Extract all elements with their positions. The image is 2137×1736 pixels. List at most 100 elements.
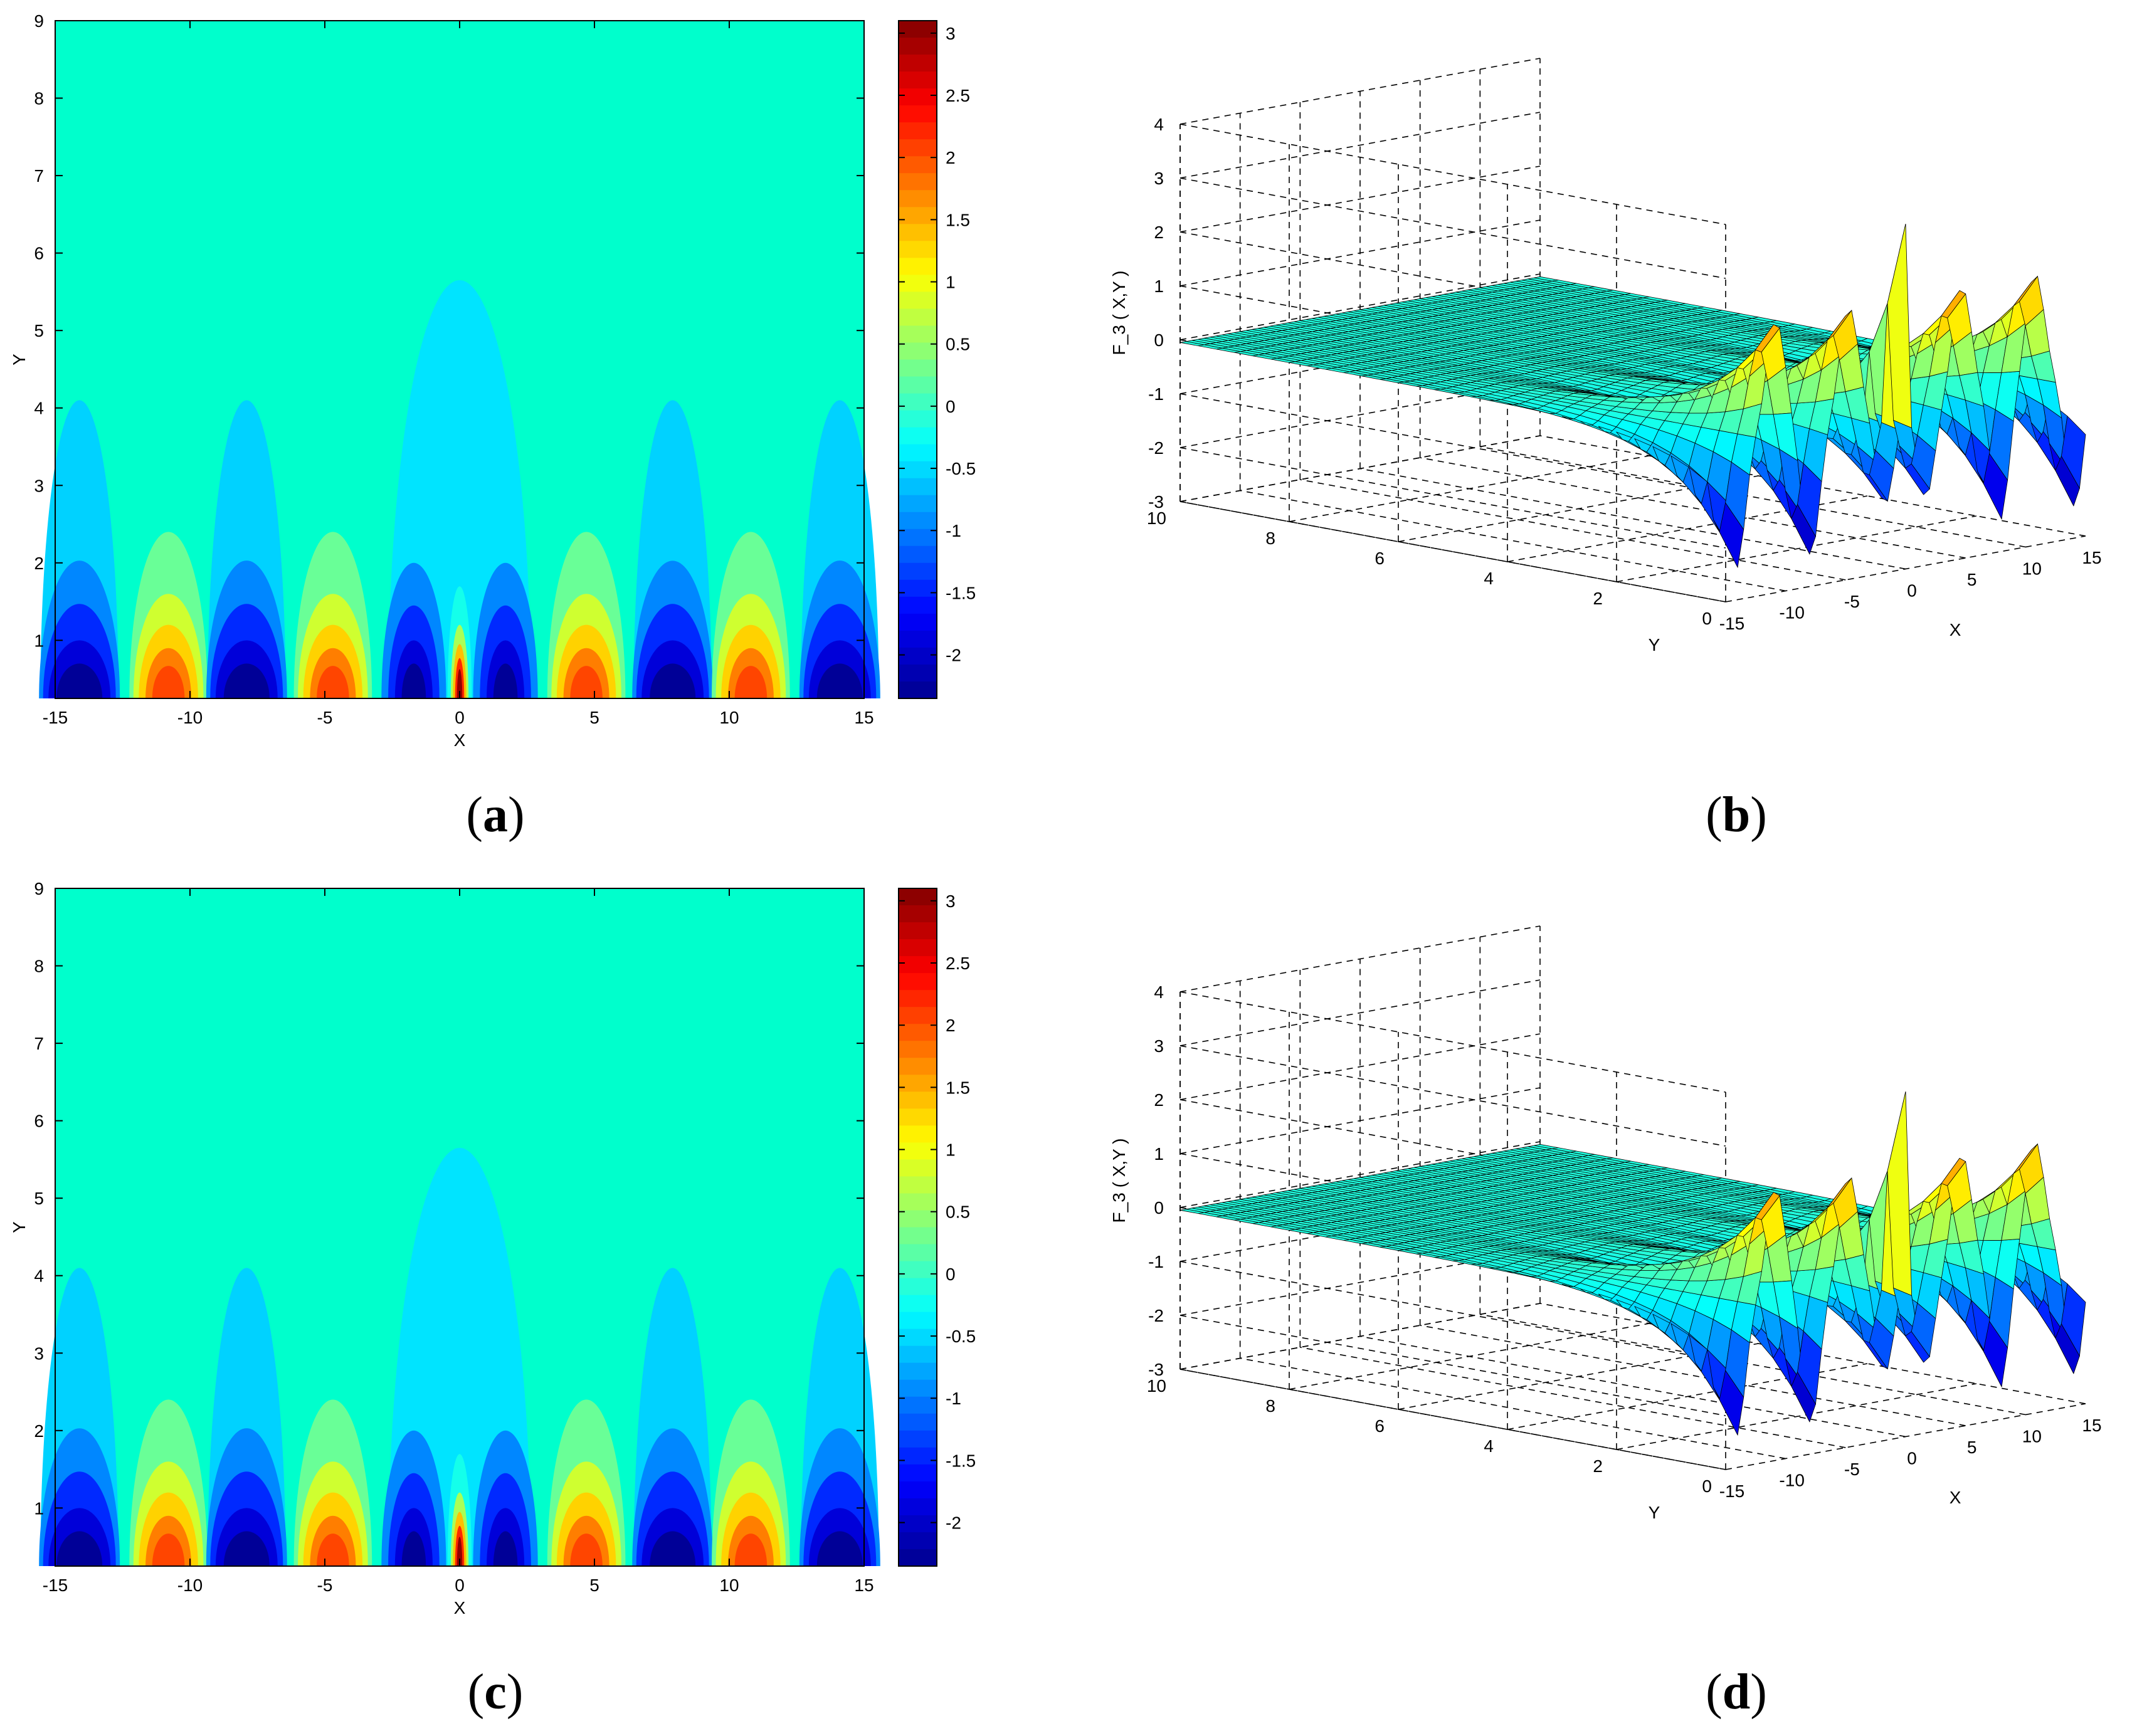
x-tick-label: 0 (455, 1576, 465, 1595)
y-tick-label: 4 (34, 399, 44, 418)
y-tick-label: 1 (34, 631, 44, 650)
colorbar-tick-label: 1.5 (946, 1078, 970, 1097)
colorbar-band (899, 630, 937, 648)
y-tick-label: 9 (34, 11, 44, 31)
caption-b: (b) (1706, 787, 1767, 843)
spike-band (456, 1537, 463, 1566)
panel-c: -15 -10 -5 0 5 10 15 1 2 3 4 5 6 7 8 9 X Y 3 2.5 2 1.5 1 0.5 0 -0… (0, 868, 1068, 1736)
x-tick-label: 0 (455, 708, 465, 727)
colorbar-band (899, 922, 937, 940)
trough-band (816, 1531, 863, 1566)
grid-line (1300, 479, 1846, 581)
z-tick-label: -3 (1148, 1360, 1164, 1379)
panel-d: 4 3 2 1 0 -1 -2 -3 0 2 4 6 8 10 -15 -10 -5 0 5 10 15 F_3 ( X,… (1068, 868, 2137, 1736)
colorbar-band (899, 1058, 937, 1076)
x-tick-label: 5 (589, 708, 599, 727)
colorbar-band (899, 681, 937, 699)
colorbar-band (899, 1024, 937, 1042)
colorbar-band (899, 973, 937, 991)
panel-b: 4 3 2 1 0 -1 -2 -3 0 2 4 6 8 10 -15 -10 -5 0 5 10 15 F_3 ( X,… (1068, 0, 2137, 868)
colorbar-tick-label: 1 (946, 1140, 956, 1160)
y-tick-label: 4 (1484, 569, 1494, 588)
x-tick-label: 5 (1967, 1438, 1977, 1457)
colorbar-tick-label: 0 (946, 397, 956, 416)
colorbar-band (899, 1041, 937, 1059)
grid-line (1359, 468, 1906, 570)
z-axis-label: F_3 ( X,Y ) (1109, 1139, 1129, 1223)
colorbar-band (899, 444, 937, 462)
colorbar-tick-label: 0.5 (946, 1202, 970, 1222)
colorbar-band (899, 1362, 937, 1381)
x-tick-label: 10 (2022, 559, 2042, 579)
colorbar-tick-label: 0 (946, 1265, 956, 1284)
y-tick-label: 8 (1265, 529, 1275, 548)
colorbar-band (899, 1007, 937, 1025)
x-tick-label: -5 (317, 1576, 333, 1595)
trough-band (650, 1531, 696, 1566)
x-tick-label: -10 (1779, 1471, 1804, 1490)
y-tick-label: 5 (34, 321, 44, 340)
trough-band (493, 1531, 518, 1566)
colorbar-band (899, 1413, 937, 1431)
y-tick-label: 3 (34, 476, 44, 495)
y-tick-label: 10 (1147, 1376, 1166, 1396)
grid-line (1179, 1033, 1541, 1100)
grid-line (1480, 446, 2026, 548)
y-tick-label: 8 (34, 957, 44, 976)
colorbar-frame (898, 888, 937, 1567)
z-tick-label: -3 (1148, 492, 1164, 512)
z-tick-label: 4 (1154, 982, 1164, 1002)
colorbar-band (899, 393, 937, 411)
peak-band (317, 666, 349, 698)
colorbar-band (899, 1396, 937, 1414)
colorbar-band (899, 1379, 937, 1397)
colorbar-tick-label: -1.5 (946, 583, 976, 602)
colorbar-frame (898, 20, 937, 699)
grid-line (1300, 1347, 1846, 1448)
grid-line (1179, 435, 1541, 502)
x-axis-label: X (454, 1598, 466, 1618)
grid-line (1179, 1315, 1726, 1416)
colorbar-band (899, 376, 937, 394)
grid-line (1179, 991, 1726, 1093)
y-tick-label: 2 (34, 554, 44, 573)
grid-line (1179, 1303, 1541, 1370)
y-tick-label: 2 (1593, 589, 1603, 608)
colorbar-band (899, 1210, 937, 1228)
grid-line (1179, 1369, 1726, 1470)
z-tick-label: -1 (1148, 1252, 1164, 1271)
x-tick-label: -15 (43, 1576, 68, 1595)
grid-line (1359, 1335, 1906, 1438)
grid-line (1179, 979, 1541, 1046)
colorbar-band (899, 1261, 937, 1279)
y-tick-label: 6 (34, 244, 44, 263)
x-tick-label: -5 (1844, 1460, 1860, 1479)
colorbar-tick-label: -1.5 (946, 1451, 976, 1470)
y-tick-label: 7 (34, 166, 44, 186)
colorbar-band (899, 939, 937, 957)
colorbar-band (899, 207, 937, 225)
surface-patch (2060, 415, 2086, 490)
grid-line (1289, 1323, 1650, 1390)
peak-band (570, 1533, 603, 1566)
colorbar-band (899, 1159, 937, 1177)
colorbar-band (899, 156, 937, 174)
surface-patch (2060, 1283, 2086, 1357)
colorbar-band (899, 1549, 937, 1567)
z-tick-label: 4 (1154, 115, 1164, 134)
colorbar-band (899, 190, 937, 208)
colorbar-band (899, 1244, 937, 1262)
x-tick-label: -15 (43, 708, 68, 727)
grid-line (1179, 1369, 1726, 1470)
y-axis-label: Y (1649, 635, 1660, 655)
colorbar-band (899, 224, 937, 242)
colorbar-band (899, 461, 937, 479)
y-tick-label: 2 (34, 1421, 44, 1441)
colorbar-band (899, 1515, 937, 1533)
colorbar-band (899, 1176, 937, 1194)
x-tick-label: 15 (854, 1576, 873, 1595)
colorbar-band (899, 241, 937, 259)
caption-d: (d) (1706, 1665, 1767, 1720)
x-tick-label: -10 (177, 1576, 203, 1595)
